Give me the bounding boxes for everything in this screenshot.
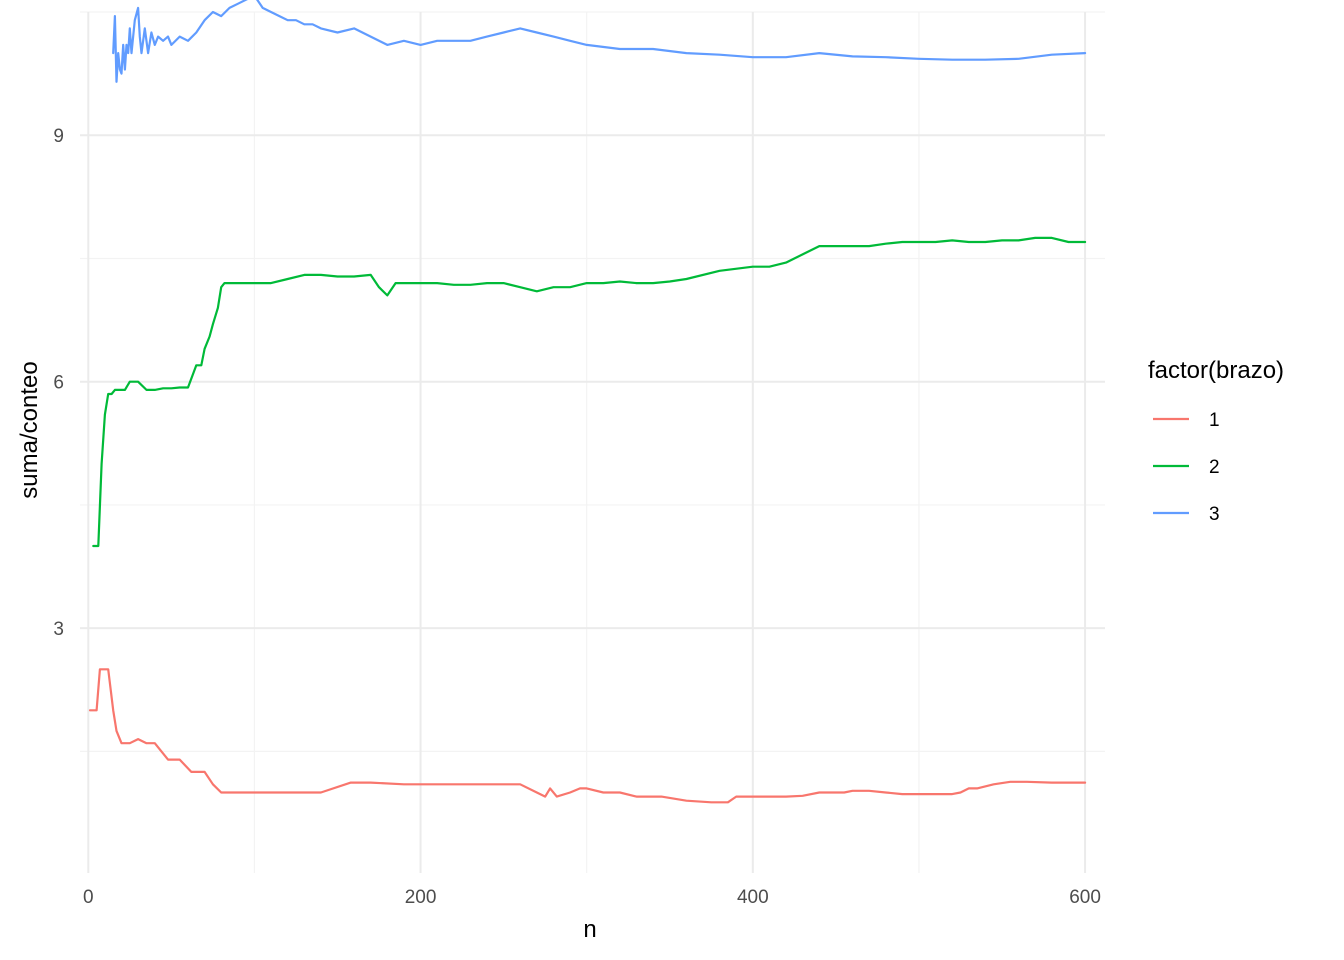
x-tick-label: 200 [405, 887, 437, 908]
series-line-3 [112, 0, 1087, 83]
x-tick-label: 400 [737, 887, 769, 908]
y-tick-label: 6 [53, 373, 64, 394]
x-axis-title: n [583, 916, 596, 943]
y-axis-ticks: 3 6 9 [53, 126, 64, 640]
y-axis-title: suma/conteo [16, 361, 43, 498]
legend-label-1: 1 [1209, 410, 1220, 431]
series-lines [88, 0, 1087, 804]
legend-label-2: 2 [1209, 457, 1220, 478]
x-tick-label: 600 [1069, 887, 1101, 908]
x-axis-ticks: 0 200 400 600 [83, 887, 1101, 908]
x-tick-label: 0 [83, 887, 94, 908]
legend-label-3: 3 [1209, 504, 1220, 525]
grid [80, 11, 1105, 873]
legend-items: 1 2 3 [1153, 410, 1220, 525]
legend-title: factor(brazo) [1148, 357, 1284, 384]
series-line-1 [88, 668, 1087, 804]
legend: factor(brazo) 1 2 3 [1148, 357, 1284, 525]
y-tick-label: 3 [53, 619, 64, 640]
y-tick-label: 9 [53, 126, 64, 147]
series-line-2 [92, 236, 1087, 548]
